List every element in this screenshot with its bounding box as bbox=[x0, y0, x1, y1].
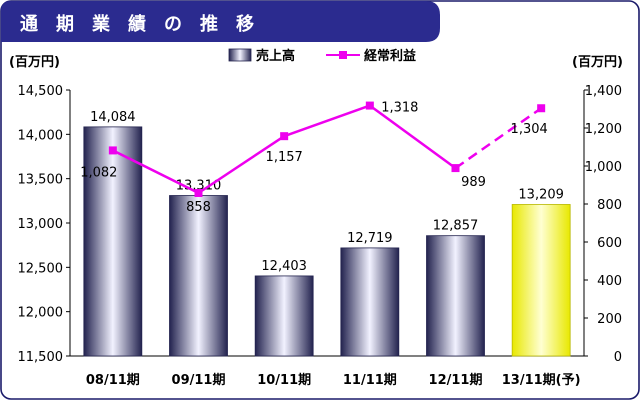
sales-bar-value-label: 12,719 bbox=[347, 231, 393, 246]
legend: 売上高 経常利益 bbox=[228, 48, 416, 64]
profit-point-marker bbox=[365, 101, 374, 110]
profit-value-label: 1,157 bbox=[266, 150, 303, 165]
category-label: 13/11期(予) bbox=[502, 373, 581, 388]
sales-bar-value-label: 13,209 bbox=[518, 187, 564, 202]
sales-bar-value-label: 14,084 bbox=[90, 110, 136, 125]
right-tick-label: 1,200 bbox=[585, 122, 622, 137]
profit-point-marker bbox=[451, 164, 460, 173]
sales-bar-value-label: 12,403 bbox=[261, 259, 307, 274]
legend-line-marker bbox=[339, 51, 347, 59]
profit-point-marker bbox=[194, 188, 203, 197]
right-axis-ticks: 0 200 400 600 800 1,000 1,200 1,400 bbox=[584, 84, 622, 365]
category-label: 10/11期 bbox=[257, 373, 311, 388]
profit-point-marker bbox=[108, 146, 117, 155]
category-label: 08/11期 bbox=[86, 373, 140, 388]
left-tick-label: 12,000 bbox=[18, 306, 64, 321]
left-tick-label: 11,500 bbox=[18, 350, 64, 365]
right-tick-label: 800 bbox=[597, 198, 622, 213]
right-tick-label: 200 bbox=[597, 312, 622, 327]
profit-value-label: 1,304 bbox=[511, 122, 548, 137]
left-tick-label: 13,500 bbox=[18, 173, 64, 188]
sales-bar-value-label: 13,310 bbox=[176, 179, 222, 194]
left-axis-ticks: 11,500 12,000 12,500 13,000 13,500 14,000 14,5… bbox=[18, 84, 70, 365]
profit-value-label: 989 bbox=[461, 175, 486, 190]
profit-value-labels: 1,082 858 1,157 1,318 989 1,304 bbox=[80, 101, 548, 215]
profit-point-marker bbox=[537, 104, 546, 113]
legend-bar-swatch bbox=[228, 48, 252, 62]
left-tick-label: 12,500 bbox=[18, 261, 64, 276]
profit-line-segment bbox=[197, 135, 285, 195]
header-title: 通 期 業 績 の 推 移 bbox=[20, 13, 254, 35]
legend-label-ordinary-profit: 経常利益 bbox=[364, 48, 416, 64]
right-tick-label: 600 bbox=[597, 236, 622, 251]
profit-line-series bbox=[108, 101, 546, 197]
right-tick-label: 400 bbox=[597, 274, 622, 289]
profit-line-segment bbox=[112, 149, 200, 195]
category-label: 11/11期 bbox=[343, 373, 397, 388]
sales-bar-value-label: 12,857 bbox=[433, 219, 479, 234]
right-tick-label: 1,400 bbox=[585, 84, 622, 99]
profit-line-segment bbox=[454, 107, 542, 170]
left-tick-label: 14,000 bbox=[18, 128, 64, 143]
left-tick-label: 14,500 bbox=[18, 84, 64, 99]
sales-bar bbox=[340, 247, 400, 357]
legend-label-sales: 売上高 bbox=[256, 48, 295, 64]
sales-bar bbox=[254, 275, 314, 357]
right-tick-label: 0 bbox=[614, 350, 622, 365]
profit-value-label: 1,318 bbox=[381, 101, 418, 116]
sales-bar bbox=[511, 204, 571, 357]
right-tick-label: 1,000 bbox=[585, 160, 622, 175]
header-banner bbox=[1, 1, 440, 42]
profit-value-label: 858 bbox=[186, 200, 211, 215]
sales-bars bbox=[83, 126, 571, 357]
left-tick-label: 13,000 bbox=[18, 217, 64, 232]
category-labels: 08/11期 09/11期 10/11期 11/11期 12/11期 13/11期(予) bbox=[86, 373, 581, 388]
sales-bar bbox=[169, 195, 228, 357]
sales-bar bbox=[426, 235, 485, 357]
left-axis-unit-label: (百万円) bbox=[9, 55, 60, 70]
profit-point-marker bbox=[280, 132, 289, 141]
sales-bar-labels: 14,084 13,310 12,403 12,719 12,857 13,209 bbox=[90, 110, 564, 274]
profit-line-segment bbox=[369, 104, 457, 170]
category-label: 12/11期 bbox=[429, 373, 483, 388]
sales-bar bbox=[83, 126, 143, 357]
profit-value-label: 1,082 bbox=[80, 165, 117, 180]
profit-line-segment bbox=[283, 104, 371, 138]
category-label: 09/11期 bbox=[172, 373, 226, 388]
right-axis-unit-label: (百万円) bbox=[572, 55, 623, 70]
